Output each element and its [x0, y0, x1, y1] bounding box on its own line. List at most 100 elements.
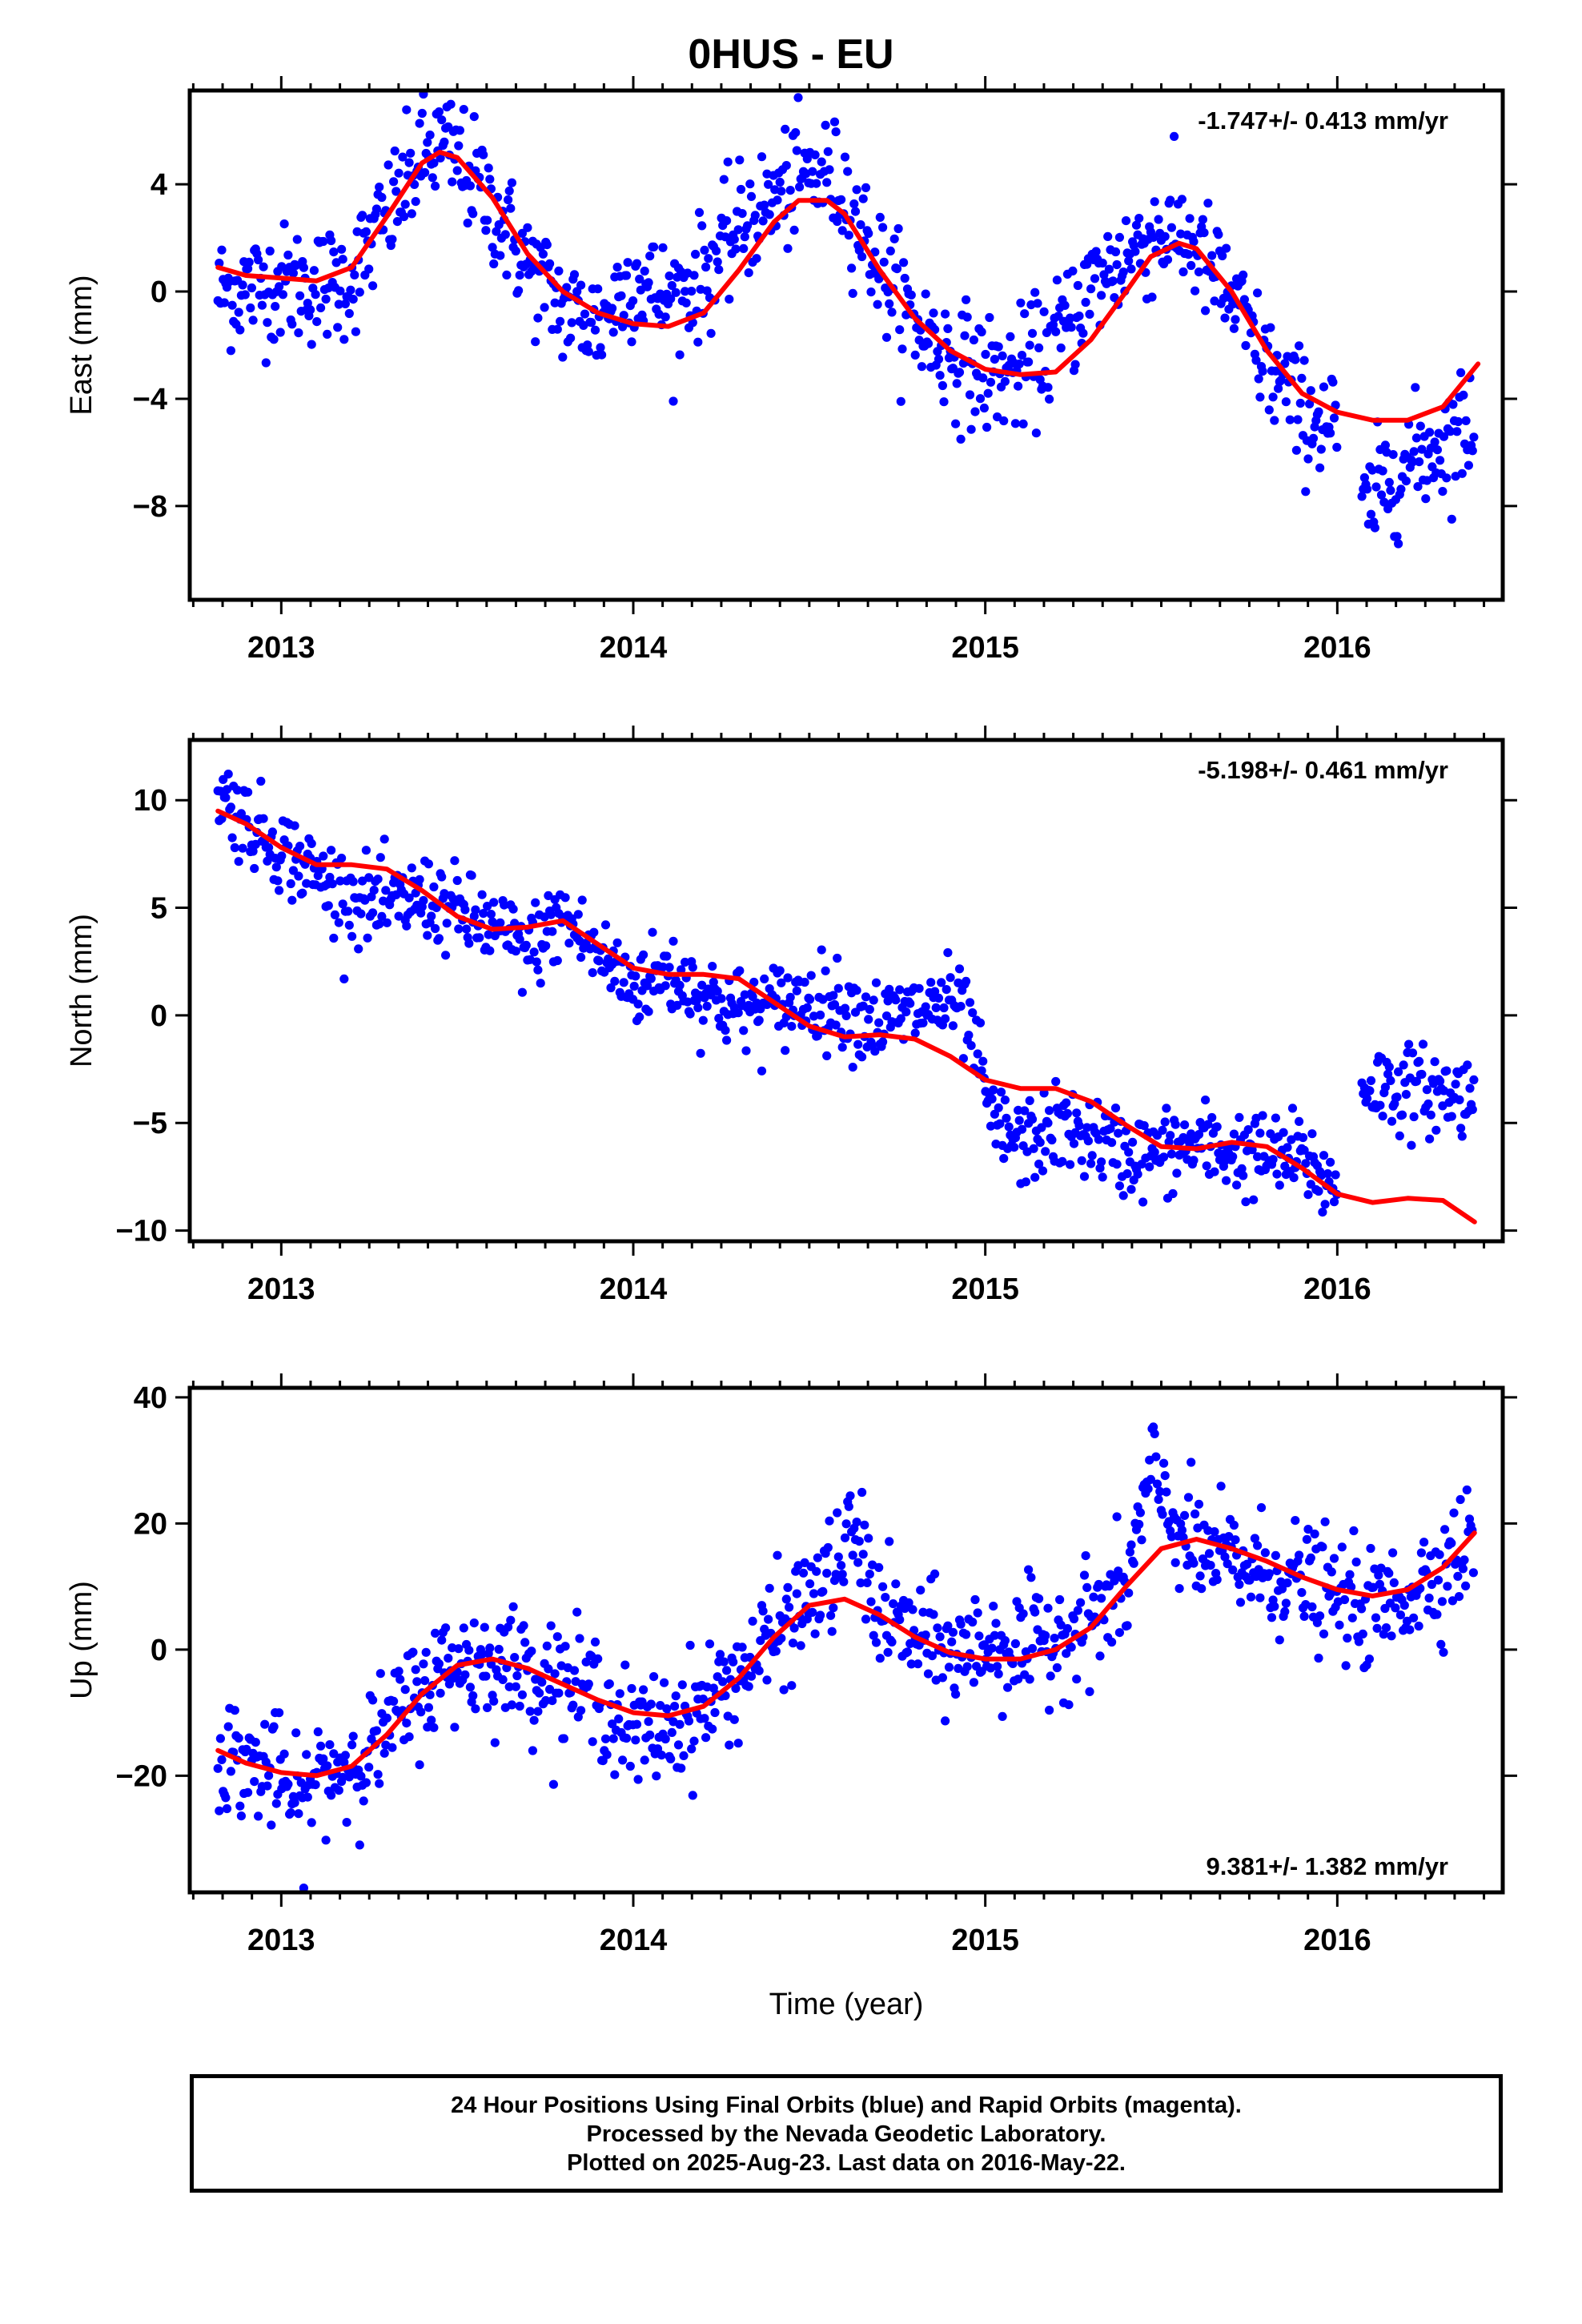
data-point: [722, 1666, 732, 1675]
data-point: [865, 1004, 874, 1015]
data-point: [1034, 1160, 1044, 1169]
data-point: [1307, 1129, 1317, 1139]
data-points: [213, 770, 1479, 1217]
data-point: [560, 893, 570, 903]
data-point: [1207, 251, 1217, 260]
data-point: [1220, 313, 1230, 323]
data-point: [230, 842, 239, 853]
data-point: [929, 308, 938, 318]
data-point: [1409, 447, 1419, 456]
data-point: [448, 177, 457, 187]
data-point: [271, 302, 280, 312]
data-point: [656, 1751, 666, 1760]
data-point: [612, 938, 622, 947]
data-point: [921, 1002, 930, 1011]
data-point: [1253, 1152, 1263, 1161]
data-point: [792, 1589, 801, 1598]
data-point: [316, 1741, 326, 1751]
data-point: [1468, 1104, 1477, 1115]
data-point: [375, 183, 384, 192]
data-point: [236, 1811, 246, 1821]
data-point: [871, 1638, 881, 1647]
data-point: [361, 227, 371, 236]
data-point: [965, 998, 975, 1007]
data-point: [1380, 440, 1390, 450]
data-point: [1014, 381, 1023, 391]
data-point: [921, 1630, 930, 1640]
data-point: [532, 957, 541, 967]
data-point: [338, 1772, 347, 1782]
data-point: [441, 951, 451, 960]
data-point: [929, 1610, 938, 1619]
data-point: [1384, 1062, 1394, 1072]
data-point: [1218, 251, 1227, 261]
data-point: [887, 308, 897, 317]
y-tick-label: −8: [133, 490, 167, 524]
data-point: [829, 991, 838, 1000]
data-point: [1107, 1138, 1117, 1148]
data-point: [878, 223, 888, 232]
data-point: [649, 242, 659, 251]
data-point: [895, 1614, 905, 1625]
data-point: [866, 1597, 876, 1606]
data-point: [935, 1632, 945, 1642]
data-point: [745, 179, 755, 189]
data-point: [1086, 1159, 1096, 1168]
data-point: [658, 243, 668, 252]
data-point: [825, 165, 834, 175]
data-point: [572, 1607, 582, 1617]
data-point: [238, 843, 247, 853]
data-point: [1139, 1121, 1149, 1131]
data-point: [382, 918, 391, 927]
data-point: [321, 294, 331, 304]
data-point: [669, 936, 678, 946]
data-point: [1151, 1452, 1161, 1462]
data-point: [813, 1031, 822, 1040]
data-point: [217, 245, 227, 255]
data-point: [829, 999, 840, 1010]
data-point: [1243, 1125, 1253, 1135]
data-point: [1380, 1083, 1390, 1092]
data-point: [923, 339, 934, 348]
data-point: [402, 105, 412, 115]
data-point: [1359, 472, 1369, 483]
data-point: [1460, 1555, 1469, 1565]
data-point: [1082, 1582, 1092, 1592]
data-point: [437, 115, 447, 125]
data-point: [1124, 256, 1134, 266]
data-point: [777, 187, 786, 196]
data-point: [1291, 1516, 1300, 1526]
data-point: [504, 186, 514, 195]
data-point: [396, 1675, 405, 1684]
data-point: [1319, 1151, 1329, 1160]
data-point: [1168, 1188, 1178, 1199]
data-point: [1367, 465, 1377, 475]
data-point: [402, 1719, 412, 1728]
data-point: [1222, 243, 1231, 253]
data-point: [1435, 1550, 1444, 1559]
data-point: [878, 1582, 888, 1591]
data-point: [1396, 485, 1406, 494]
data-point: [1306, 1553, 1315, 1562]
data-point: [798, 1568, 809, 1578]
page-title: 0HUS - EU: [688, 31, 894, 78]
data-point: [371, 1726, 381, 1735]
data-point: [1021, 1177, 1030, 1187]
data-point: [356, 909, 366, 919]
data-point: [558, 352, 568, 362]
data-point: [275, 1708, 284, 1718]
data-point: [1312, 1618, 1322, 1627]
data-point: [515, 271, 524, 280]
data-point: [1272, 1169, 1282, 1179]
data-point: [338, 255, 347, 264]
data-point: [344, 308, 354, 319]
data-point: [423, 138, 432, 147]
data-point: [1197, 1584, 1207, 1594]
data-point: [606, 983, 616, 993]
data-point: [608, 1734, 618, 1743]
data-point: [806, 971, 816, 980]
data-point: [906, 290, 916, 300]
data-point: [975, 394, 986, 404]
data-point: [283, 250, 293, 260]
